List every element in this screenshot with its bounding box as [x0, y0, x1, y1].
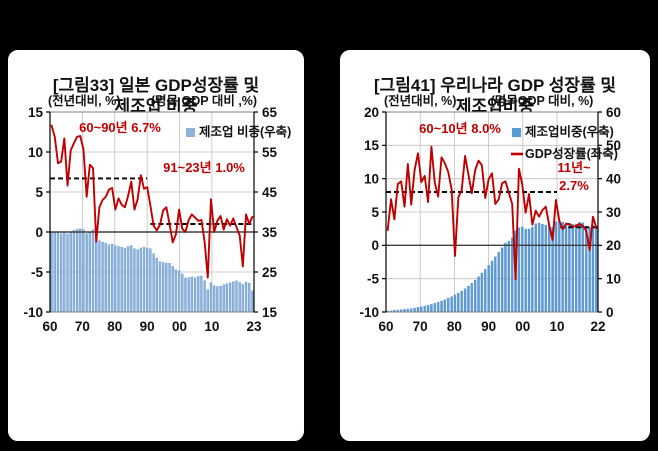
y-axis-tick-label: 5 — [35, 185, 43, 200]
x-axis-tick-label: 22 — [590, 319, 605, 334]
chart-svg-japan: 15 10 5 0 -5 -10 65 55 45 35 25 15 60 70 80 90 00 10 23 (전년… — [23, 93, 291, 334]
y-axis-tick-label: 5 — [371, 205, 379, 220]
y2-axis-tick-label: 65 — [262, 105, 278, 120]
x-axis-tick-label: 80 — [447, 319, 462, 334]
figure-title-japan: [그림33] 일본 GDP성장률 및 제조업 비중 — [52, 76, 260, 116]
y2-axis-tick-label: 30 — [606, 205, 621, 220]
y2-axis-tick-label: 35 — [262, 225, 278, 240]
y-axis-tick-label: 10 — [364, 171, 379, 186]
y-axis-tick-label: 0 — [371, 238, 379, 253]
x-axis-tick-label: 60 — [42, 319, 57, 334]
x-axis-tick-label: 00 — [172, 319, 187, 334]
right-axis-caption: (명목GDP 대비, %) — [491, 93, 594, 108]
x-axis-tick-label: 60 — [378, 319, 393, 334]
chart-annotation: 2.7% — [559, 178, 589, 193]
chart-annotation: 11년~ — [557, 160, 591, 175]
y2-axis-tick-label: 0 — [606, 305, 614, 320]
y-axis-tick-label: 15 — [364, 138, 380, 153]
y-axis-tick-label: -5 — [367, 271, 379, 286]
x-axis-tick-label: 70 — [413, 319, 428, 334]
right-axis-caption: (명목 GDP 대비 ,%) — [151, 93, 257, 108]
x-axis-tick-label: 80 — [107, 319, 122, 334]
y2-axis-tick-label: 60 — [606, 105, 621, 120]
x-axis-tick-label: 10 — [204, 319, 219, 334]
chart-area-korea: 20 15 10 5 0 -5 -10 60 50 40 30 20 10 0 60 70 80 90 00 10 22… — [340, 50, 650, 441]
legend-label: 제조업비중(우축) — [525, 124, 614, 139]
y-axis-tick-label: 15 — [28, 105, 44, 120]
y2-axis-tick-label: 20 — [606, 238, 621, 253]
left-axis-caption: (전년대비, %) — [384, 93, 456, 108]
chart-annotation: 91~23년 1.0% — [163, 160, 245, 175]
x-axis-tick-label: 90 — [481, 319, 496, 334]
x-axis-tick-label: 70 — [75, 319, 90, 334]
y2-axis-tick-label: 40 — [606, 171, 621, 186]
y2-axis-tick-label: 50 — [606, 138, 621, 153]
x-axis-tick-label: 23 — [246, 319, 262, 334]
chart-annotation: 60~10년 8.0% — [419, 121, 501, 136]
legend-label: GDP성장률(좌축) — [525, 146, 618, 161]
x-axis-tick-label: 90 — [140, 319, 155, 334]
figure-panel-korea: [그림41] 우리나라 GDP 성장률 및 제조업비중 20 15 10 5 0 -5 -1… — [338, 48, 652, 443]
legend-label: 제조업 비중(우축) — [199, 124, 291, 139]
y2-axis-tick-label: 45 — [262, 185, 278, 200]
y-axis-tick-label: -10 — [359, 305, 379, 320]
y-axis-tick-label: -10 — [23, 305, 43, 320]
y2-axis-tick-label: 10 — [606, 271, 621, 286]
y2-axis-tick-label: 15 — [262, 305, 278, 320]
y-axis-tick-label: 10 — [28, 145, 43, 160]
x-axis-tick-label: 00 — [515, 319, 530, 334]
y-axis-tick-label: 0 — [35, 225, 43, 240]
y-axis-tick-label: -5 — [31, 265, 43, 280]
figure-title-korea: [그림41] 우리나라 GDP 성장률 및 제조업비중 — [373, 76, 617, 116]
chart-area-japan: 15 10 5 0 -5 -10 65 55 45 35 25 15 60 70 80 90 00 10 23 (전년… — [8, 50, 304, 441]
chart-annotation: 60~90년 6.7% — [79, 120, 161, 135]
legend-swatch-bar — [186, 128, 195, 137]
y2-axis-tick-label: 25 — [262, 265, 278, 280]
x-axis-tick-label: 10 — [549, 319, 564, 334]
legend-swatch-bar — [512, 128, 521, 137]
figure-panel-japan: [그림33] 일본 GDP성장률 및 제조업 비중 15 10 5 0 -5 -10 65 5… — [6, 48, 306, 443]
left-axis-caption: (전년대비, %) — [48, 93, 120, 108]
y2-axis-tick-label: 55 — [262, 145, 278, 160]
y-axis-tick-label: 20 — [364, 105, 379, 120]
